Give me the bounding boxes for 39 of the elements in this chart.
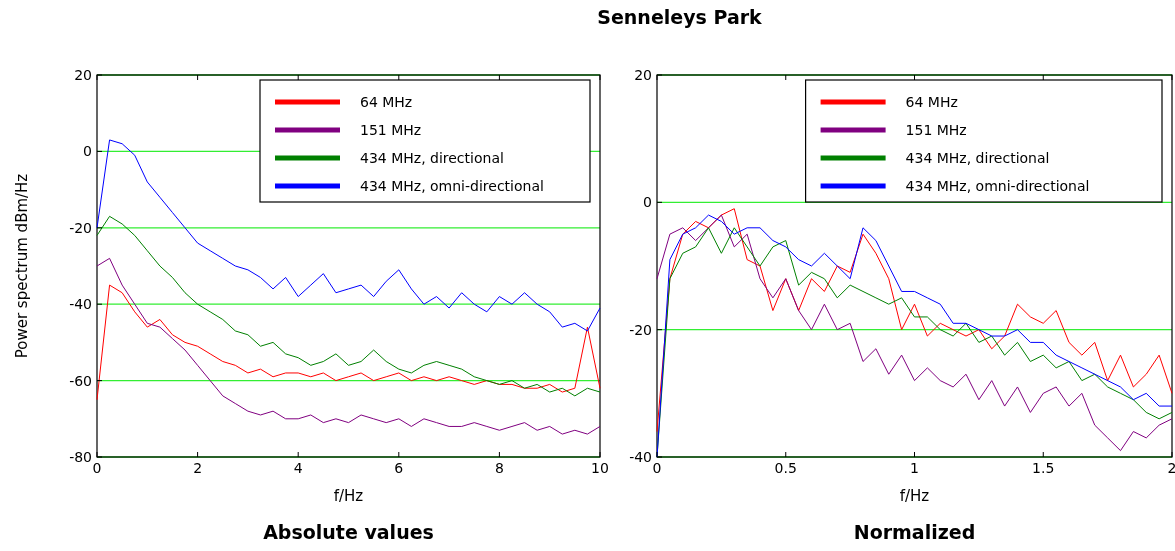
line-series (96, 215, 601, 397)
y-tick-label: -80 (69, 449, 92, 465)
y-tick-label: -40 (629, 449, 652, 465)
x-tick-label: 2 (1167, 460, 1175, 476)
legend-label: 151 MHz (905, 122, 967, 138)
legend-label: 434 MHz, omni-directional (360, 178, 544, 194)
y-tick-label: 20 (74, 67, 92, 83)
y-tick-label: -60 (69, 372, 92, 389)
x-tick-label: 8 (494, 460, 504, 476)
legend-label: 434 MHz, directional (360, 150, 504, 166)
y-tick-label: 0 (643, 194, 652, 211)
x-tick-label: 1 (910, 460, 919, 476)
x-tick-label: 2 (193, 460, 203, 476)
x-tick-label: 6 (394, 460, 404, 476)
x-tick-label: 0.5 (774, 460, 797, 476)
x-tick-label: 4 (293, 460, 303, 476)
x-axis-title: f/Hz (333, 487, 364, 505)
legend-label: 434 MHz, omni-directional (905, 178, 1090, 194)
x-tick-label: 10 (591, 460, 609, 476)
y-tick-label: -40 (69, 296, 92, 313)
legend-label: 64 MHz (905, 94, 958, 110)
y-tick-label: -20 (629, 321, 652, 338)
text: Absolute values (263, 521, 434, 543)
x-axis-title: f/Hz (899, 487, 930, 505)
legend-label: 151 MHz (360, 122, 422, 138)
line-series (96, 284, 601, 401)
y-tick-label: 20 (634, 67, 652, 83)
line-series (96, 139, 601, 332)
legend-label: 64 MHz (360, 94, 413, 110)
text: Senneleys Park (597, 6, 763, 28)
x-tick-label: 1.5 (1032, 460, 1055, 476)
y-axis-title: Power spectrum dBm/Hz (13, 173, 31, 359)
legend-label: 434 MHz, directional (905, 150, 1050, 166)
y-tick-label: 0 (83, 143, 92, 160)
line-series (96, 257, 601, 435)
text: Normalized (853, 521, 976, 543)
x-tick-label: 0 (652, 460, 662, 476)
x-tick-label: 0 (92, 460, 102, 476)
y-tick-label: -20 (69, 219, 92, 236)
